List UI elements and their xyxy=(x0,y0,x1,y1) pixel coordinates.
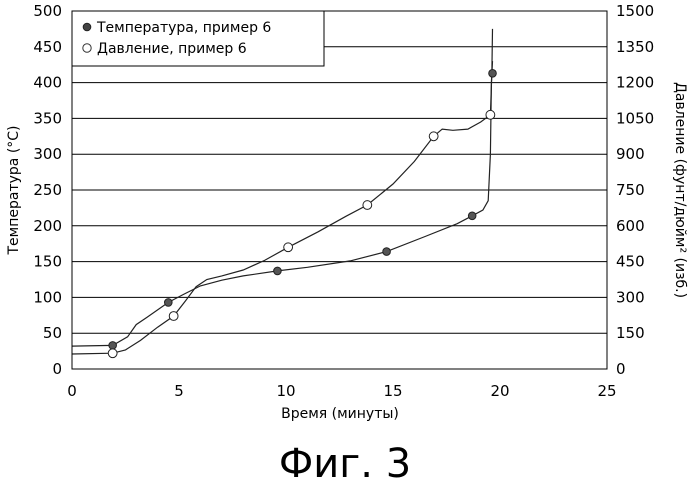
y-left-axis-title: Температура (°C) xyxy=(6,125,22,255)
x-axis-title: Время (минуты) xyxy=(281,406,399,422)
y-left-tick-label: 50 xyxy=(43,324,62,342)
y-right-axis-title: Давление (фунт/дюйм² (изб.) xyxy=(672,82,688,298)
y-right-tick-label: 1500 xyxy=(616,2,654,20)
x-tick-label: 20 xyxy=(490,382,509,400)
x-tick-label: 25 xyxy=(597,382,616,400)
y-left-tick-label: 150 xyxy=(33,253,62,271)
y-right-tick-label: 450 xyxy=(616,253,645,271)
x-tick-label: 0 xyxy=(67,382,77,400)
temperature-point xyxy=(165,299,173,307)
y-left-tick-label: 250 xyxy=(33,181,62,199)
y-left-tick-label: 100 xyxy=(33,288,62,306)
pressure-point xyxy=(169,312,178,321)
x-tick-label: 5 xyxy=(174,382,184,400)
temperature-point xyxy=(383,248,391,256)
y-left-tick-label: 400 xyxy=(33,74,62,92)
y-right-tick-label: 1200 xyxy=(616,74,654,92)
y-left-tick-label: 0 xyxy=(52,360,62,378)
x-tick-labels: 0 5 10 15 20 25 xyxy=(67,382,616,400)
y-right-tick-label: 1050 xyxy=(616,109,654,127)
y-left-tick-label: 300 xyxy=(33,145,62,163)
x-tick-label: 10 xyxy=(276,382,295,400)
legend-marker-temperature xyxy=(83,23,91,31)
pressure-point xyxy=(486,110,495,119)
figure-caption: Фиг. 3 xyxy=(279,441,411,487)
y-left-tick-label: 200 xyxy=(33,217,62,235)
temperature-point xyxy=(109,342,117,350)
x-tick-label: 15 xyxy=(383,382,402,400)
temperature-point xyxy=(468,212,476,220)
temperature-point xyxy=(274,267,282,275)
y-right-tick-label: 900 xyxy=(616,145,645,163)
series-line-1 xyxy=(72,29,493,354)
series-markers xyxy=(108,69,496,357)
y-left-tick-label: 350 xyxy=(33,109,62,127)
pressure-point xyxy=(108,349,117,358)
y-right-tick-label: 600 xyxy=(616,217,645,235)
pressure-point xyxy=(429,132,438,141)
series-curves xyxy=(72,29,493,354)
legend-label-pressure: Давление, пример 6 xyxy=(97,41,247,57)
y-left-tick-labels: 0 50 100 150 200 250 300 350 400 450 500 xyxy=(33,2,62,378)
y-right-tick-label: 150 xyxy=(616,324,645,342)
y-right-tick-label: 750 xyxy=(616,181,645,199)
legend: Температура, пример 6 Давление, пример 6 xyxy=(72,11,324,66)
pressure-point xyxy=(363,201,372,210)
y-right-tick-label: 300 xyxy=(616,288,645,306)
y-left-tick-label: 450 xyxy=(33,38,62,56)
legend-label-temperature: Температура, пример 6 xyxy=(96,20,271,36)
temperature-point xyxy=(489,69,497,77)
grid-lines xyxy=(72,47,607,333)
y-left-tick-label: 500 xyxy=(33,2,62,20)
y-right-tick-label: 1350 xyxy=(616,38,654,56)
legend-marker-pressure xyxy=(83,44,91,52)
y-right-tick-labels: 0 150 300 450 600 750 900 1050 1200 1350 1500 xyxy=(616,2,654,378)
series-line-0 xyxy=(72,61,493,346)
pressure-point xyxy=(284,243,293,252)
y-right-tick-label: 0 xyxy=(616,360,626,378)
